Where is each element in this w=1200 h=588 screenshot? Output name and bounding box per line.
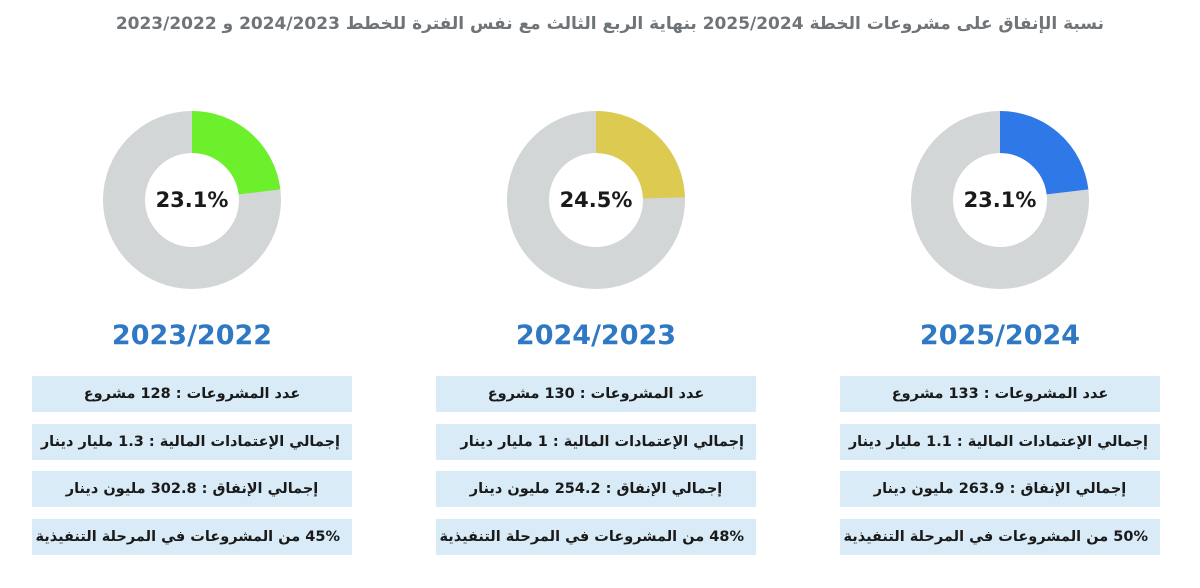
- plan-stats: عدد المشروعات : 128 مشروع إجمالي الإعتما…: [32, 376, 352, 566]
- donut-value-slice: [595, 111, 685, 200]
- donut-svg: [911, 111, 1089, 289]
- execution-phase-row: 48% من المشروعات في المرحلة التنفيذية: [436, 518, 756, 555]
- total-allocations-row: إجمالي الإعتمادات المالية : 1.1 مليار دي…: [840, 423, 1160, 460]
- total-allocations-row: إجمالي الإعتمادات المالية : 1 مليار دينا…: [436, 423, 756, 460]
- plan-stats: عدد المشروعات : 130 مشروع إجمالي الإعتما…: [436, 376, 756, 566]
- donut-value-slice: [999, 111, 1089, 196]
- donut-svg: [507, 111, 685, 289]
- total-spending-row: إجمالي الإنفاق : 302.8 مليون دينار: [32, 471, 352, 507]
- chart-title: نسبة الإنفاق على مشروعات الخطة 2025/2024…: [115, 14, 1104, 34]
- donut-percentage-label: 23.1%: [155, 188, 229, 212]
- execution-phase-row: 45% من المشروعات في المرحلة التنفيذية: [32, 518, 352, 555]
- plan-stats: عدد المشروعات : 133 مشروع إجمالي الإعتما…: [840, 376, 1160, 566]
- donut-value-slice: [191, 111, 281, 196]
- donut-chart: [102, 110, 282, 290]
- total-spending-row: إجمالي الإنفاق : 254.2 مليون دينار: [436, 471, 756, 507]
- plan-year-title: 2023/2022: [111, 320, 273, 351]
- projects-count-row: عدد المشروعات : 130 مشروع: [436, 376, 756, 412]
- plan-year-title: 2025/2024: [919, 320, 1081, 351]
- plan-year-title: 2024/2023: [515, 320, 677, 351]
- projects-count-row: عدد المشروعات : 128 مشروع: [32, 376, 352, 412]
- total-spending-row: إجمالي الإنفاق : 263.9 مليون دينار: [840, 471, 1160, 507]
- execution-phase-row: 50% من المشروعات في المرحلة التنفيذية: [840, 518, 1160, 555]
- donut-percentage-label: 24.5%: [559, 188, 633, 212]
- donut-chart: [506, 110, 686, 290]
- donut-percentage-label: 23.1%: [963, 188, 1037, 212]
- donut-svg: [103, 111, 281, 289]
- projects-count-row: عدد المشروعات : 133 مشروع: [840, 376, 1160, 412]
- total-allocations-row: إجمالي الإعتمادات المالية : 1.3 مليار دي…: [32, 423, 352, 460]
- donut-chart: [910, 110, 1090, 290]
